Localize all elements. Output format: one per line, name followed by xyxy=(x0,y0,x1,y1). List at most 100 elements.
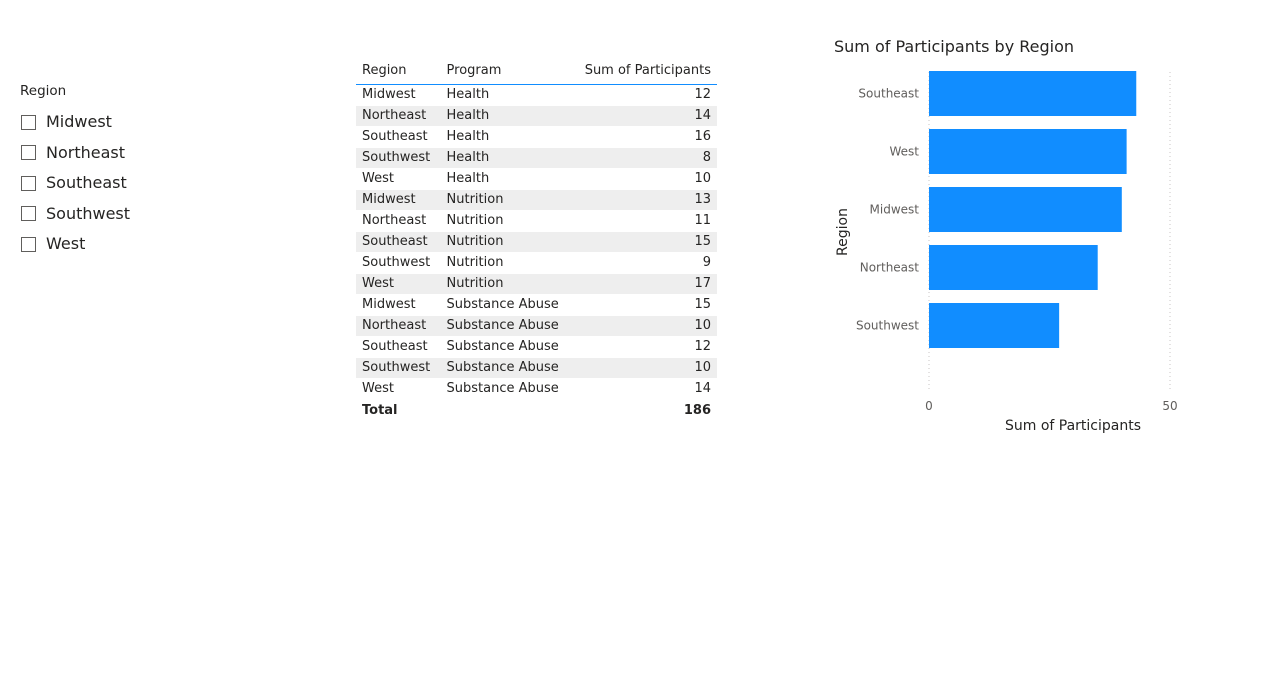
cell-program: Substance Abuse xyxy=(440,315,572,337)
slicer-item-southwest[interactable]: Southwest xyxy=(20,199,220,230)
total-label: Total xyxy=(356,399,441,421)
table-row: Southeast Substance Abuse 12 xyxy=(356,336,717,358)
cell-region: Northeast xyxy=(356,315,441,337)
cell-program: Substance Abuse xyxy=(440,294,572,316)
bar-southeast[interactable] xyxy=(929,71,1137,116)
cell-sum-of-participants: 10 xyxy=(571,315,717,337)
region-slicer: Region Midwest Northeast Southeast Southwes… xyxy=(20,82,220,260)
category-label-southeast: Southeast xyxy=(858,87,919,101)
category-axis-labels: Southeast West Midwest Northeast Southwest xyxy=(856,87,919,333)
slicer-item-west[interactable]: West xyxy=(20,229,220,260)
cell-region: West xyxy=(356,378,441,400)
checkbox-icon[interactable] xyxy=(21,206,36,222)
table-row: Northeast Health 14 xyxy=(356,105,717,127)
cell-program: Nutrition xyxy=(440,231,572,253)
category-label-northeast: Northeast xyxy=(860,261,920,275)
cell-sum-of-participants: 12 xyxy=(571,84,717,106)
bars xyxy=(929,71,1137,348)
cell-program: Health xyxy=(440,168,572,190)
cell-program: Nutrition xyxy=(440,273,572,295)
table-row: West Nutrition 17 xyxy=(356,273,717,295)
cell-sum-of-participants: 9 xyxy=(571,252,717,274)
cell-region: Northeast xyxy=(356,105,441,127)
cell-program: Substance Abuse xyxy=(440,378,572,400)
column-header-region[interactable]: Region xyxy=(356,56,441,85)
cell-region: Midwest xyxy=(356,189,441,211)
table-row: Northeast Nutrition 11 xyxy=(356,210,717,232)
participants-table: Region Program Sum of Participants Midwe… xyxy=(356,56,717,421)
slicer-items: Midwest Northeast Southeast Southwest West xyxy=(20,107,220,260)
checkbox-icon[interactable] xyxy=(21,175,36,191)
cell-region: Southwest xyxy=(356,252,441,274)
cell-sum-of-participants: 11 xyxy=(571,210,717,232)
table-body: Midwest Health 12 Northeast Health 14 Southeas… xyxy=(356,84,717,400)
cell-sum-of-participants: 8 xyxy=(571,147,717,169)
table-total-row: Total 186 xyxy=(356,399,717,421)
bar-west[interactable] xyxy=(929,129,1127,174)
cell-sum-of-participants: 10 xyxy=(571,357,717,379)
slicer-item-label: Southeast xyxy=(46,173,127,193)
cell-program: Health xyxy=(440,105,572,127)
checkbox-icon[interactable] xyxy=(21,145,36,161)
cell-program: Substance Abuse xyxy=(440,336,572,358)
cell-program: Nutrition xyxy=(440,189,572,211)
checkbox-icon[interactable] xyxy=(21,236,36,252)
x-tick-label: 50 xyxy=(1162,399,1177,413)
column-header-program[interactable]: Program xyxy=(440,56,572,85)
table-row: Southeast Nutrition 15 xyxy=(356,231,717,253)
table-row: Midwest Health 12 xyxy=(356,84,717,106)
total-value: 186 xyxy=(571,399,717,421)
table-row: West Health 10 xyxy=(356,168,717,190)
cell-sum-of-participants: 15 xyxy=(571,294,717,316)
cell-program: Health xyxy=(440,84,572,106)
cell-region: Southwest xyxy=(356,357,441,379)
y-axis-title: Region xyxy=(835,208,851,256)
cell-program: Nutrition xyxy=(440,210,572,232)
slicer-item-southeast[interactable]: Southeast xyxy=(20,168,220,199)
cell-sum-of-participants: 12 xyxy=(571,336,717,358)
cell-region: Northeast xyxy=(356,210,441,232)
x-axis-title: Sum of Participants xyxy=(1005,418,1141,434)
cell-sum-of-participants: 16 xyxy=(571,126,717,148)
bar-northeast[interactable] xyxy=(929,245,1098,290)
slicer-item-label: Midwest xyxy=(46,112,112,132)
cell-program: Health xyxy=(440,147,572,169)
category-label-southwest: Southwest xyxy=(856,319,919,333)
cell-sum-of-participants: 14 xyxy=(571,105,717,127)
bar-chart-visual: Southeast West Midwest Northeast Southwest 0… xyxy=(826,34,1206,444)
cell-region: Midwest xyxy=(356,294,441,316)
slicer-item-label: West xyxy=(46,234,86,254)
value-axis-ticks: 0 50 xyxy=(925,399,1177,413)
cell-region: West xyxy=(356,168,441,190)
slicer-item-northeast[interactable]: Northeast xyxy=(20,138,220,169)
cell-region: West xyxy=(356,273,441,295)
data-table: Region Program Sum of Participants Midwe… xyxy=(356,56,717,421)
bar-chart-svg: Southeast West Midwest Northeast Southwest 0… xyxy=(835,71,1178,434)
cell-region: Southwest xyxy=(356,147,441,169)
slicer-title: Region xyxy=(20,83,67,99)
bar-southwest[interactable] xyxy=(929,303,1060,348)
column-header-sum-of-participants[interactable]: Sum of Participants xyxy=(571,56,717,85)
slicer-item-label: Northeast xyxy=(46,142,126,162)
table-row: Southwest Health 8 xyxy=(356,147,717,169)
cell-sum-of-participants: 17 xyxy=(571,273,717,295)
slicer-item-midwest[interactable]: Midwest xyxy=(20,107,220,138)
x-tick-label: 0 xyxy=(925,399,933,413)
bar-midwest[interactable] xyxy=(929,187,1122,232)
table-row: Midwest Substance Abuse 15 xyxy=(356,294,717,316)
cell-region: Southeast xyxy=(356,126,441,148)
cell-sum-of-participants: 15 xyxy=(571,231,717,253)
category-label-west: West xyxy=(889,145,919,159)
category-label-midwest: Midwest xyxy=(870,203,920,217)
slicer-item-label: Southwest xyxy=(46,203,131,223)
table-row: Midwest Nutrition 13 xyxy=(356,189,717,211)
cell-region: Southeast xyxy=(356,231,441,253)
total-blank-cell xyxy=(440,399,572,421)
cell-region: Southeast xyxy=(356,336,441,358)
table-row: Southwest Nutrition 9 xyxy=(356,252,717,274)
checkbox-icon[interactable] xyxy=(21,114,36,130)
cell-sum-of-participants: 13 xyxy=(571,189,717,211)
table-row: Southwest Substance Abuse 10 xyxy=(356,357,717,379)
table-header-row: Region Program Sum of Participants xyxy=(356,56,717,85)
cell-program: Health xyxy=(440,126,572,148)
